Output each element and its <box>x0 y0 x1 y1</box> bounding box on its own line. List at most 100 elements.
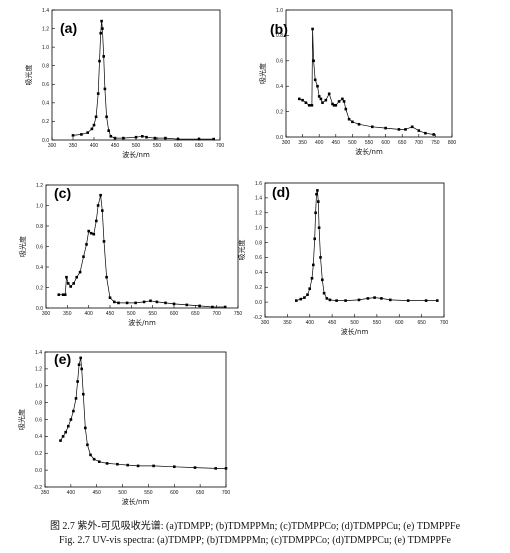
data-point <box>315 192 318 196</box>
data-point <box>347 117 351 121</box>
data-point <box>99 31 102 35</box>
data-point <box>341 97 344 101</box>
data-point <box>312 59 315 63</box>
x-tick-label: 300 <box>48 143 57 149</box>
y-tick-label: 0.6 <box>35 417 42 423</box>
data-point <box>105 275 108 279</box>
data-point <box>410 125 414 129</box>
data-point <box>113 136 117 140</box>
data-point <box>72 409 75 413</box>
plot-frame <box>285 9 453 138</box>
data-point <box>324 98 328 102</box>
data-point <box>344 107 348 111</box>
data-point <box>101 27 104 30</box>
data-point <box>86 443 89 447</box>
data-point <box>74 397 78 400</box>
data-point <box>59 439 62 442</box>
data-point <box>141 135 144 138</box>
data-point <box>75 275 78 279</box>
plot-frame <box>51 9 221 141</box>
panel-label: (d) <box>272 184 290 200</box>
chart-panel-c: 300 350 400 450 500 550 600 650 700 750 0.0 0.2 0.4 0… <box>18 183 242 327</box>
x-tick-label: 700 <box>415 140 424 146</box>
data-point <box>109 135 113 138</box>
data-point <box>57 293 61 296</box>
spectrum-line <box>296 190 438 301</box>
x-tick-label: 600 <box>395 320 404 326</box>
data-point <box>80 133 83 136</box>
data-point <box>176 137 180 141</box>
x-tick-label: 350 <box>69 143 78 149</box>
data-point <box>406 299 410 302</box>
y-tick-label: 1.2 <box>42 26 49 32</box>
data-point <box>214 467 217 470</box>
data-point <box>89 231 93 235</box>
data-point <box>424 131 427 135</box>
x-axis-label: 波长/nm <box>355 147 383 156</box>
data-point <box>299 297 303 301</box>
data-point <box>116 462 119 466</box>
data-point <box>67 424 70 428</box>
data-point <box>155 300 159 304</box>
data-point <box>334 104 338 107</box>
x-tick-label: 650 <box>398 140 407 146</box>
y-tick-label: 1.2 <box>255 211 262 217</box>
data-point <box>136 464 140 468</box>
data-point <box>417 129 421 132</box>
data-point <box>384 126 387 130</box>
x-tick-label: 750 <box>234 311 243 317</box>
data-point <box>322 291 326 295</box>
y-tick-label: 0.6 <box>276 59 283 65</box>
x-tick-label: 450 <box>111 143 120 149</box>
data-point <box>96 204 100 207</box>
y-tick-label: 0.8 <box>42 64 49 70</box>
data-point <box>77 363 81 366</box>
data-point <box>310 104 314 107</box>
x-axis-label: 波长/nm <box>341 327 369 336</box>
data-point <box>298 97 301 101</box>
y-tick-label: 0.8 <box>35 400 42 406</box>
x-tick-label: 550 <box>373 320 382 326</box>
y-tick-label: 0.8 <box>255 240 262 246</box>
x-axis-label: 波长/nm <box>122 150 150 159</box>
data-point <box>328 298 332 302</box>
y-tick-label: 1.4 <box>35 350 42 356</box>
panel-label: (e) <box>54 351 71 367</box>
y-tick-label: 0.6 <box>36 244 43 250</box>
y-tick-label: 1.2 <box>35 367 42 373</box>
data-point <box>432 133 435 136</box>
spectrum-line <box>60 357 226 469</box>
figure-caption-english: Fig. 2.7 UV-vis spectra: (a)TDMPP; (b)TD… <box>59 535 451 546</box>
data-point <box>98 59 101 63</box>
data-point <box>152 464 155 468</box>
data-point <box>134 301 137 305</box>
x-tick-label: 650 <box>195 143 204 149</box>
data-point <box>321 278 324 282</box>
chart-panel-a: 300 350 400 450 500 550 600 650 700 0.0 0.2 0.4 0.6 0… <box>24 8 224 159</box>
data-point <box>198 304 201 308</box>
data-point <box>332 104 336 107</box>
data-point <box>314 211 317 215</box>
data-point <box>61 293 65 296</box>
x-tick-label: 450 <box>328 320 337 326</box>
plot-frame <box>264 182 445 318</box>
data-point <box>301 98 304 102</box>
data-point <box>316 84 319 88</box>
y-tick-label: 0.0 <box>255 300 262 306</box>
data-point <box>317 226 321 229</box>
y-tick-label: 0.6 <box>42 82 49 88</box>
data-point <box>397 128 401 131</box>
chart-panel-b: 300 350 400 450 500 550 600 650 700 750 800 0.0 0.2 0… <box>258 8 456 156</box>
x-tick-label: 550 <box>144 490 153 496</box>
x-tick-label: 700 <box>212 311 221 317</box>
data-point <box>69 285 72 288</box>
data-point <box>308 287 311 290</box>
data-point <box>102 55 105 58</box>
data-point <box>145 135 148 139</box>
data-point <box>424 299 428 302</box>
data-point <box>380 297 383 300</box>
data-point <box>224 467 228 470</box>
chart-panel-e: 350 400 450 500 550 600 650 700 -0.2 0.0 0.2 0.4 0.6… <box>17 350 230 506</box>
y-tick-label: 1.6 <box>255 181 262 187</box>
data-point <box>102 240 106 243</box>
